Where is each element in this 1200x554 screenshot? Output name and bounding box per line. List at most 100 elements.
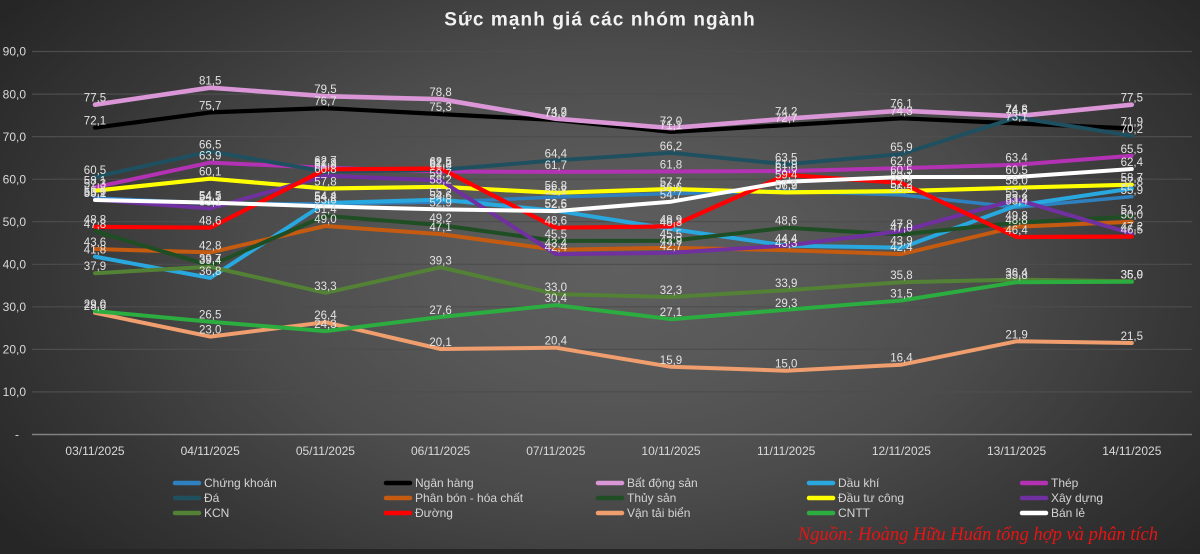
svg-text:43,9: 43,9 [890, 236, 912, 248]
svg-text:59,4: 59,4 [775, 170, 798, 182]
svg-text:Thủy sản: Thủy sản [627, 491, 676, 505]
svg-text:53,4: 53,4 [1005, 196, 1028, 208]
svg-text:73,1: 73,1 [1005, 111, 1027, 123]
svg-text:27,1: 27,1 [660, 307, 682, 319]
svg-text:65,9: 65,9 [890, 142, 912, 154]
svg-text:40,0: 40,0 [3, 258, 27, 272]
svg-text:48,6: 48,6 [775, 216, 797, 228]
svg-text:45,5: 45,5 [545, 229, 567, 241]
svg-text:61,8: 61,8 [429, 160, 451, 172]
svg-text:78,8: 78,8 [429, 87, 451, 99]
svg-text:46,4: 46,4 [1005, 225, 1028, 237]
svg-text:Vận tải biển: Vận tải biển [627, 506, 690, 520]
svg-text:63,9: 63,9 [199, 151, 221, 163]
svg-text:61,8: 61,8 [314, 160, 336, 172]
svg-text:33,9: 33,9 [775, 278, 797, 290]
svg-text:Sức mạnh giá các nhóm ngành: Sức mạnh giá các nhóm ngành [444, 10, 756, 31]
svg-text:36,8: 36,8 [199, 266, 221, 278]
svg-text:50,0: 50,0 [1121, 210, 1143, 222]
svg-text:55,2: 55,2 [84, 188, 106, 200]
svg-text:75,3: 75,3 [429, 102, 451, 114]
svg-text:80,0: 80,0 [3, 87, 27, 101]
svg-text:05/11/2025: 05/11/2025 [296, 444, 355, 458]
svg-text:72,0: 72,0 [660, 116, 682, 128]
svg-text:70,2: 70,2 [1121, 124, 1143, 136]
svg-text:Bất động sản: Bất động sản [627, 476, 698, 490]
svg-text:15,9: 15,9 [660, 355, 682, 367]
svg-text:35,8: 35,8 [1005, 270, 1027, 282]
svg-text:60,5: 60,5 [1005, 165, 1027, 177]
svg-text:Thép: Thép [1051, 476, 1079, 490]
svg-text:56,8: 56,8 [545, 181, 567, 193]
svg-text:42,7: 42,7 [660, 241, 682, 253]
svg-text:43,4: 43,4 [545, 238, 568, 250]
svg-text:58,2: 58,2 [429, 175, 451, 187]
svg-text:66,5: 66,5 [199, 140, 221, 152]
svg-text:54,7: 54,7 [660, 190, 682, 202]
svg-text:20,4: 20,4 [545, 336, 568, 348]
svg-text:48,9: 48,9 [660, 214, 682, 226]
svg-text:55,2: 55,2 [429, 188, 451, 200]
svg-text:74,8: 74,8 [1005, 104, 1027, 116]
svg-text:57,7: 57,7 [660, 177, 682, 189]
svg-text:58,7: 58,7 [1121, 173, 1143, 185]
svg-text:54,5: 54,5 [199, 191, 221, 203]
svg-text:47,0: 47,0 [890, 223, 912, 235]
svg-text:55,2: 55,2 [1005, 188, 1027, 200]
svg-text:81,5: 81,5 [199, 75, 221, 87]
svg-text:Chứng khoán: Chứng khoán [204, 476, 277, 490]
svg-text:65,5: 65,5 [1121, 144, 1143, 156]
svg-text:54,6: 54,6 [429, 190, 451, 202]
svg-text:11/11/2025: 11/11/2025 [757, 444, 816, 458]
svg-text:74,2: 74,2 [545, 106, 567, 118]
svg-text:Bán lẻ: Bán lẻ [1051, 506, 1085, 520]
svg-text:49,0: 49,0 [314, 214, 336, 226]
svg-text:61,0: 61,0 [775, 163, 797, 175]
svg-text:Xây dựng: Xây dựng [1051, 491, 1103, 505]
svg-text:60,5: 60,5 [84, 165, 106, 177]
svg-text:51,2: 51,2 [1121, 205, 1143, 217]
svg-text:62,2: 62,2 [429, 158, 451, 170]
svg-text:55,8: 55,8 [545, 185, 567, 197]
svg-text:76,7: 76,7 [314, 96, 336, 108]
svg-text:-: - [15, 428, 19, 442]
svg-text:57,2: 57,2 [890, 179, 912, 191]
svg-text:49,8: 49,8 [1005, 211, 1027, 223]
svg-text:57,8: 57,8 [1121, 177, 1143, 189]
svg-text:15,0: 15,0 [775, 359, 797, 371]
svg-text:76,1: 76,1 [890, 98, 912, 110]
svg-text:58,0: 58,0 [1005, 176, 1027, 188]
svg-text:12/11/2025: 12/11/2025 [872, 444, 931, 458]
svg-text:42,4: 42,4 [545, 242, 568, 254]
svg-text:CNTT: CNTT [838, 506, 871, 520]
svg-text:47,8: 47,8 [890, 219, 912, 231]
svg-text:55,6: 55,6 [84, 186, 106, 198]
svg-text:59,7: 59,7 [429, 168, 451, 180]
svg-text:71,1: 71,1 [660, 120, 682, 132]
svg-text:28,6: 28,6 [84, 301, 106, 313]
svg-text:21,5: 21,5 [1121, 331, 1143, 343]
svg-text:36,4: 36,4 [1005, 268, 1028, 280]
svg-text:60,1: 60,1 [199, 167, 221, 179]
svg-text:33,0: 33,0 [545, 282, 567, 294]
svg-text:39,7: 39,7 [199, 254, 221, 266]
svg-text:45,5: 45,5 [660, 229, 682, 241]
svg-text:53,8: 53,8 [1005, 194, 1027, 206]
svg-text:Đường: Đường [415, 506, 453, 520]
svg-text:90,0: 90,0 [3, 45, 27, 59]
svg-text:72,1: 72,1 [84, 116, 106, 128]
svg-text:72,7: 72,7 [775, 113, 797, 125]
svg-text:48,8: 48,8 [84, 215, 106, 227]
svg-text:52,5: 52,5 [545, 199, 567, 211]
svg-text:Nguồn: Hoàng Hữu Huấn tổng hợp: Nguồn: Hoàng Hữu Huấn tổng hợp và phân t… [797, 525, 1158, 545]
svg-text:53,6: 53,6 [314, 194, 336, 206]
svg-text:43,9: 43,9 [660, 236, 682, 248]
svg-text:42,8: 42,8 [199, 240, 221, 252]
svg-text:66,2: 66,2 [660, 141, 682, 153]
svg-text:63,5: 63,5 [775, 152, 797, 164]
svg-text:56,3: 56,3 [890, 183, 912, 195]
svg-text:20,0: 20,0 [3, 343, 27, 357]
svg-text:33,3: 33,3 [314, 281, 336, 293]
svg-text:10,0: 10,0 [3, 385, 27, 399]
svg-text:47,8: 47,8 [84, 219, 106, 231]
